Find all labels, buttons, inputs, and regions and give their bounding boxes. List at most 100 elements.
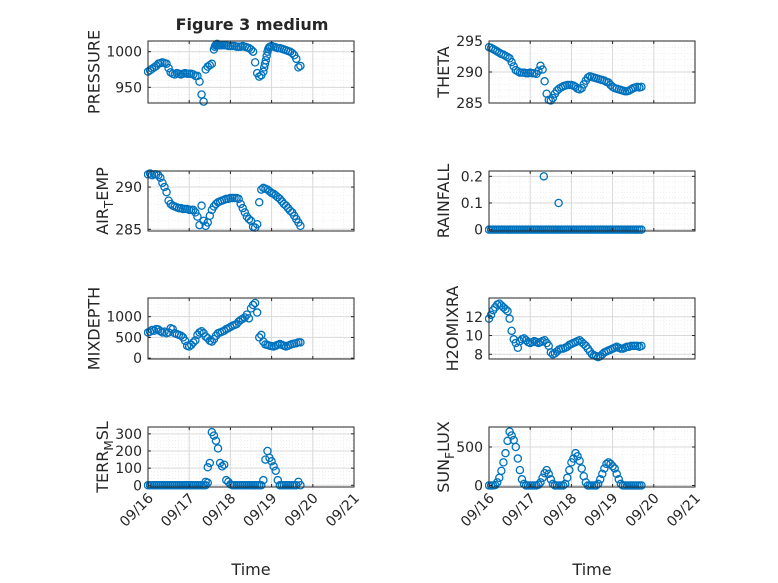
data-point bbox=[610, 464, 619, 473]
data-point bbox=[269, 462, 278, 471]
axes-box bbox=[488, 297, 696, 360]
data-point bbox=[540, 77, 549, 86]
data-point bbox=[211, 436, 221, 445]
axes-box bbox=[488, 170, 696, 232]
y-axis-label: THETA bbox=[434, 46, 453, 98]
data-point bbox=[503, 436, 512, 446]
axes-box bbox=[147, 426, 355, 488]
data-point bbox=[158, 178, 167, 188]
data-point bbox=[199, 216, 208, 226]
data-point bbox=[219, 326, 229, 336]
data-point bbox=[267, 457, 276, 466]
data-point bbox=[166, 68, 175, 77]
axes-rainfall: 0 0.1 0.2 RAINFALL bbox=[434, 164, 696, 239]
data-point bbox=[199, 97, 208, 106]
y-tick-label: 500 bbox=[115, 330, 142, 346]
data-point bbox=[501, 305, 510, 314]
data-point bbox=[260, 59, 270, 69]
y-tick-label: 1000 bbox=[106, 45, 142, 61]
data-point bbox=[261, 455, 270, 464]
data-point bbox=[492, 478, 502, 487]
data-point bbox=[217, 462, 227, 471]
data-points bbox=[485, 427, 646, 490]
data-point bbox=[254, 198, 264, 207]
data-point bbox=[145, 169, 155, 178]
data-point bbox=[575, 456, 584, 466]
y-axis-label: H2OMIXRA bbox=[443, 286, 462, 372]
data-point bbox=[577, 464, 586, 473]
data-point bbox=[546, 348, 556, 357]
data-point bbox=[503, 306, 512, 316]
data-point bbox=[285, 206, 295, 215]
data-point bbox=[600, 464, 609, 473]
data-point bbox=[499, 458, 508, 467]
data-point bbox=[248, 47, 258, 56]
data-point bbox=[207, 59, 217, 69]
data-point bbox=[180, 336, 190, 345]
data-point bbox=[593, 479, 603, 489]
y-tick-label: 300 bbox=[115, 427, 142, 443]
data-point bbox=[207, 337, 217, 346]
y-axis-label: AIRTEMP bbox=[93, 167, 116, 235]
data-point bbox=[539, 172, 549, 181]
data-point bbox=[296, 338, 305, 347]
data-point bbox=[203, 478, 212, 487]
y-tick-label: 295 bbox=[456, 34, 483, 50]
y-tick-label: 1000 bbox=[106, 310, 142, 326]
y-tick-label: 0 bbox=[474, 478, 483, 494]
data-point bbox=[296, 481, 305, 490]
data-point bbox=[511, 442, 521, 452]
data-point bbox=[275, 194, 285, 204]
data-point bbox=[573, 451, 582, 461]
y-tick-label: 285 bbox=[456, 96, 483, 112]
data-point bbox=[160, 182, 169, 192]
data-point bbox=[205, 458, 215, 468]
axes-box bbox=[488, 426, 696, 488]
data-point bbox=[149, 326, 159, 336]
data-point bbox=[296, 61, 305, 71]
data-point bbox=[213, 444, 223, 453]
y-tick-label: 285 bbox=[115, 222, 142, 238]
data-point bbox=[507, 431, 516, 440]
data-point bbox=[287, 48, 297, 58]
data-points bbox=[144, 39, 305, 106]
data-points bbox=[144, 298, 305, 351]
data-point bbox=[170, 70, 180, 79]
y-axis-label: PRESSURE bbox=[85, 30, 104, 114]
data-point bbox=[205, 60, 215, 70]
data-point bbox=[507, 326, 516, 336]
data-point bbox=[558, 481, 568, 490]
data-point bbox=[189, 338, 198, 347]
data-point bbox=[197, 326, 206, 336]
data-point bbox=[211, 199, 221, 209]
y-tick-label: 10 bbox=[465, 329, 483, 345]
data-point bbox=[571, 82, 580, 92]
data-point bbox=[248, 300, 258, 310]
data-point bbox=[193, 212, 202, 221]
data-point bbox=[166, 199, 175, 209]
data-point bbox=[534, 66, 543, 76]
data-point bbox=[189, 70, 198, 79]
data-point bbox=[252, 219, 262, 229]
data-point bbox=[246, 45, 256, 54]
data-point bbox=[281, 201, 291, 210]
y-tick-label: 0 bbox=[474, 223, 483, 239]
data-point bbox=[168, 324, 177, 334]
y-tick-label: 0.2 bbox=[461, 169, 483, 185]
data-point bbox=[254, 72, 264, 81]
data-point bbox=[538, 65, 547, 74]
data-point bbox=[595, 475, 605, 484]
data-point bbox=[259, 475, 268, 485]
x-axis-label: Time bbox=[571, 560, 611, 579]
y-tick-label: 100 bbox=[115, 461, 142, 477]
data-point bbox=[191, 336, 200, 345]
data-point bbox=[191, 208, 200, 217]
y-tick-label: 8 bbox=[474, 347, 483, 363]
data-point bbox=[513, 454, 523, 463]
data-point bbox=[616, 479, 626, 489]
data-point bbox=[271, 466, 280, 475]
